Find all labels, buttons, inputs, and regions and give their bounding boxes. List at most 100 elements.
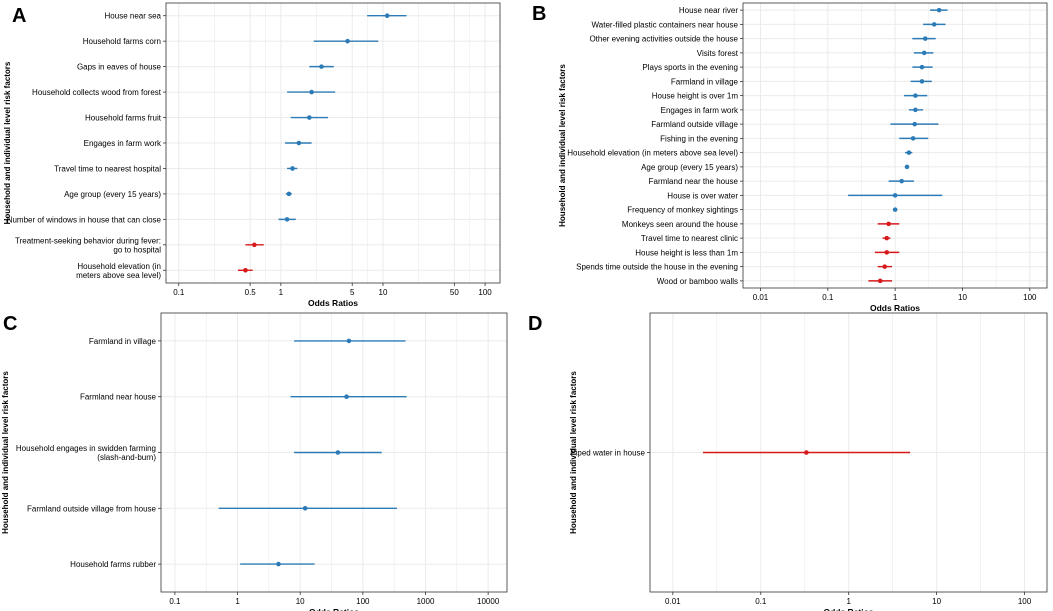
panel-b-row-label: Fishing in the evening	[660, 134, 738, 143]
panel-a-y-axis-title: Household and individual level risk fact…	[3, 61, 12, 224]
panel-c-x-tick-label: 10	[296, 597, 305, 606]
panel-b-row-label: House is over water	[667, 191, 738, 200]
panel-b-estimate-point	[913, 107, 918, 113]
panel-a-estimate-point	[286, 191, 292, 197]
panel-b: 0.01 0.1 1 10 100 Odds Ratios Household and in…	[532, 2, 1048, 313]
panel-a-row-label: Number of windows in house that can clos…	[7, 215, 162, 224]
panel-a-row-label: go to hospital	[113, 245, 161, 254]
panel-b-row-label: Farmland in village	[671, 77, 739, 86]
panel-b-row-label: Plays sports in the evening	[642, 63, 738, 72]
panel-c-x-tick-label: 0.1	[169, 597, 181, 606]
panel-b-estimate-point	[877, 278, 883, 284]
panel-b-estimate-point	[919, 79, 925, 84]
panel-b-row-label: Spends time outside the house in the eve…	[576, 263, 738, 272]
panel-c-panel-label: C	[3, 313, 17, 335]
panel-a-x-axis-title: Odds Ratios	[308, 298, 358, 308]
panel-a-estimate-point	[243, 267, 248, 273]
panel-a-row-label: Travel time to nearest hospital	[54, 164, 161, 173]
panel-b-row-label: Wood or bamboo walls	[657, 277, 738, 286]
panel-c-row-label: Farmland near house	[80, 393, 157, 402]
panel-a-x-tick-label: 1	[279, 288, 284, 297]
panel-b-row-label: Farmland near the house	[649, 177, 739, 186]
panel-b-row-label: Travel time to nearest clinic	[641, 234, 738, 243]
panel-b-estimate-point	[922, 36, 928, 41]
panel-b-row-label: Monkeys seen around the house	[622, 220, 739, 229]
panel-d-x-tick-label: 0.01	[665, 597, 681, 606]
panel-b-estimate-point	[884, 250, 890, 255]
panel-d-x-tick-label: 1	[846, 597, 851, 606]
panel-b-estimate-point	[886, 221, 891, 227]
panel-a-estimate-point	[307, 115, 312, 120]
panel-c-estimate-point	[335, 450, 341, 455]
panel-b-estimate-point	[904, 164, 910, 170]
panel-c-x-tick-label: 100	[356, 597, 370, 606]
panel-a-row-label: Gaps in eaves of house	[77, 63, 162, 72]
panel-a-x-tick-label: 0.1	[173, 288, 185, 297]
panel-b-estimate-point	[912, 121, 917, 127]
panel-a-row-label: Treatment-seeking behavior during fever:	[15, 236, 161, 245]
panel-b-x-tick-label: 10	[958, 293, 967, 302]
panel-a-row-label: Household collects wood from forest	[32, 88, 162, 97]
panel-b-row-label: Frequency of monkey sightings	[627, 206, 738, 215]
panel-b-estimate-point	[906, 150, 912, 155]
panel-b-row-label: Water-filled plastic containers near hou…	[592, 20, 739, 29]
panel-b-estimate-point	[913, 93, 918, 98]
panel-a-row-label: Household elevation (in	[77, 262, 161, 271]
panel-b-estimate-point	[936, 7, 942, 13]
panel-a-row-label: Age group (every 15 years)	[64, 190, 161, 199]
panel-b-x-axis-title: Odds Ratios	[870, 303, 920, 313]
panel-b-estimate-point	[884, 235, 890, 241]
panel-a-estimate-point	[290, 166, 295, 171]
panel-a-row-label: House near sea	[105, 12, 162, 21]
panel-d-x-tick-label: 100	[1018, 597, 1032, 606]
panel-c-row-label: Farmland in village	[89, 337, 157, 346]
panel-a-x-tick-label: 0.5	[245, 288, 257, 297]
panel-a-x-tick-label: 100	[478, 288, 492, 297]
panel-b-row-label: House height is less than 1m	[635, 248, 738, 257]
panel-b-estimate-point	[892, 207, 898, 212]
panel-b-estimate-point	[899, 178, 904, 184]
panel-b-row-label: Age group (every 15 years)	[641, 163, 738, 172]
panel-c: 0.1 1 10 100 1000 10000 Odds Ratios Household a…	[1, 312, 508, 611]
panel-c-x-tick-label: 10000	[477, 597, 500, 606]
panel-b-estimate-point	[919, 64, 925, 70]
panel-a-x-tick-label: 10	[379, 288, 388, 297]
panel-a-estimate-point	[345, 38, 350, 44]
panel-d-y-axis-title: Household and individual level risk fact…	[569, 371, 578, 534]
panel-b-estimate-point	[892, 193, 898, 198]
panel-c-estimate-point	[302, 506, 308, 511]
panel-c-estimate-point	[276, 561, 281, 567]
panel-b-row-label: Farmland outside village	[651, 120, 738, 129]
panel-b-row-label: Visits forest	[697, 49, 739, 58]
panel-b-panel-label: B	[532, 3, 546, 25]
panel-b-x-tick-label: 0.1	[822, 293, 834, 302]
panel-a-estimate-point	[252, 242, 257, 248]
panel-b-row-label: House near river	[679, 6, 738, 15]
panel-c-row-label: Household engages in swidden farming	[16, 444, 156, 453]
panel-b-estimate-point	[921, 50, 927, 56]
panel-c-row-label: (slash-and-burn)	[97, 453, 156, 462]
panel-b-estimate-point	[882, 264, 888, 269]
panel-a-row-label: Household farms corn	[83, 37, 161, 46]
panel-d-panel-label: D	[528, 313, 542, 335]
panel-c-y-axis-title: Household and individual level risk fact…	[1, 371, 10, 534]
panel-a-panel-label: A	[12, 5, 26, 27]
panel-c-x-axis-title: Odds Ratios	[309, 607, 359, 611]
panel-a-estimate-point	[284, 217, 290, 222]
panel-b-row-label: House height is over 1m	[652, 92, 739, 101]
panel-b-row-label: Engages in farm work	[661, 106, 739, 115]
panel-c-row-label: Household farms rubber	[70, 560, 156, 569]
panel-d-x-tick-label: 0.1	[755, 597, 767, 606]
panel-c-estimate-point	[344, 394, 349, 400]
panel-d-x-axis-title: Odds Ratios	[823, 607, 873, 611]
panel-c-row-label: Farmland outside village from house	[27, 504, 157, 513]
panel-b-estimate-point	[910, 136, 916, 141]
panel-a-row-label: meters above sea level)	[76, 271, 161, 280]
panel-d-estimate-point	[804, 450, 809, 455]
panel-a: 0.1 0.5 1 5 10 50 100 Odds Ratios Household and …	[3, 2, 501, 308]
panel-b-estimate-point	[931, 22, 937, 27]
panel-a-row-label: Household farms fruit	[85, 114, 162, 123]
panel-b-x-tick-label: 100	[1023, 293, 1037, 302]
panel-d-row-label: Piped water in house	[570, 449, 645, 458]
